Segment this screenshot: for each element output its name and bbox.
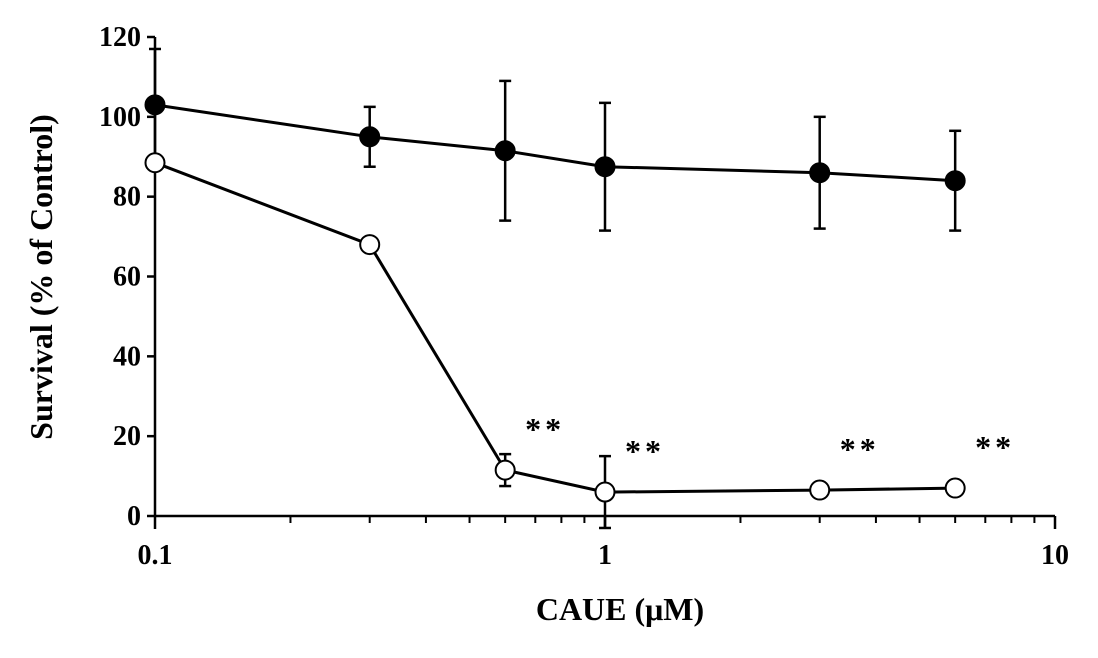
data-point <box>359 126 381 148</box>
data-point <box>144 152 166 174</box>
significance-label: ** <box>840 431 880 467</box>
data-point <box>594 156 616 178</box>
significance-label: ** <box>975 429 1015 465</box>
y-axis-title: Survival (% of Control) <box>23 114 59 440</box>
significance-label: ** <box>525 411 565 447</box>
plot-marks: ** ** ** ** <box>144 47 1015 530</box>
data-point <box>359 234 381 256</box>
x-tick-label: 1 <box>598 540 612 571</box>
data-point <box>809 479 831 501</box>
y-tick-label: 20 <box>113 421 141 452</box>
x-tick-label: 0.1 <box>138 540 173 571</box>
data-point <box>494 140 516 162</box>
data-point <box>944 170 966 192</box>
y-tick-label: 100 <box>99 102 141 133</box>
y-tick-label: 80 <box>113 182 141 213</box>
data-point <box>594 481 616 503</box>
data-point <box>494 459 516 481</box>
x-tick-label: 10 <box>1041 540 1069 571</box>
series-line <box>154 161 956 494</box>
y-tick-label: 120 <box>99 22 141 53</box>
axes: 0 20 40 60 80 100 120 0.1 1 10 <box>99 22 1069 571</box>
data-point <box>144 94 166 116</box>
y-tick-label: 60 <box>113 262 141 293</box>
y-tick-label: 40 <box>113 341 141 372</box>
series-line <box>154 103 956 183</box>
significance-label: ** <box>625 433 665 469</box>
y-tick-label: 0 <box>127 501 141 532</box>
data-point <box>944 477 966 499</box>
data-point <box>809 162 831 184</box>
x-axis-title: CAUE (μM) <box>536 591 704 627</box>
